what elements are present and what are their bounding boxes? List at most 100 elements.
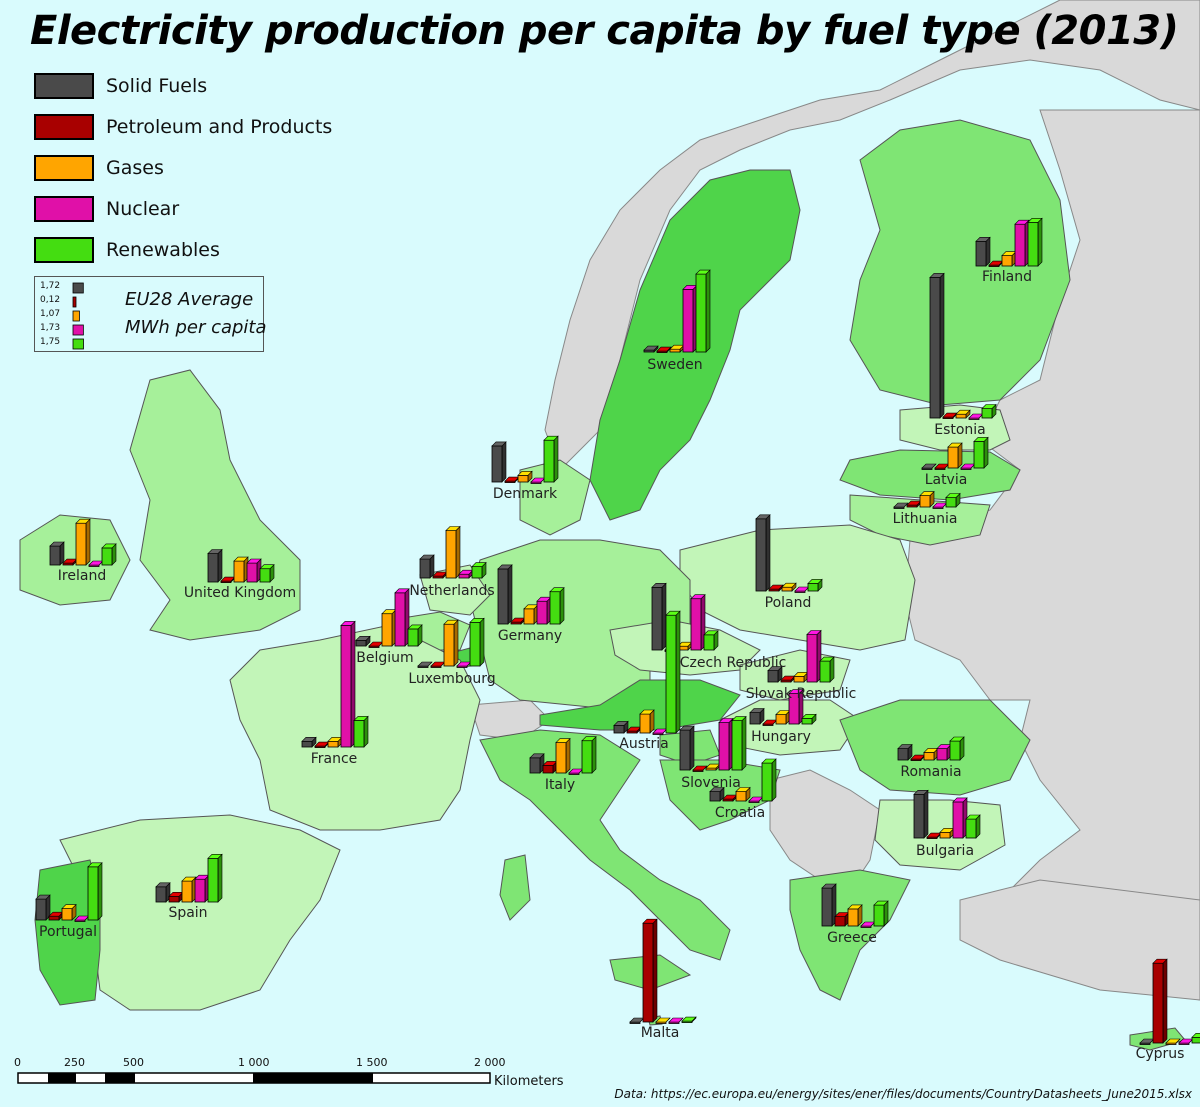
bar-belgium-renewables: [407, 624, 423, 647]
bar-sweden-renewables: [695, 269, 711, 353]
bar-chart-romania: [897, 736, 965, 761]
country-label-slovak-republic: Slovak Republic: [746, 686, 857, 702]
bar-chart-slovenia: [679, 715, 747, 772]
country-label-denmark: Denmark: [493, 486, 558, 502]
sardinia-shape: [499, 854, 531, 921]
bar-ireland-renewables: [101, 543, 117, 566]
bar-slovenia-renewables: [731, 715, 747, 771]
legend-label: Nuclear: [106, 198, 180, 220]
bar-finland-gases: [1001, 250, 1017, 267]
avg-value-solid: 1,72: [40, 281, 61, 291]
bar-chart-hungary: [749, 688, 817, 726]
bar-cyprus-renewables: [1191, 1033, 1200, 1044]
bar-greece-solid-fuels: [821, 883, 837, 927]
bar-belgium-solid-fuels: [355, 635, 371, 647]
legend-swatch: [34, 114, 94, 140]
bar-italy-gases: [555, 737, 571, 774]
data-source: Data: https://ec.europa.eu/energy/sites/…: [614, 1087, 1192, 1101]
bar-sweden-nuclear: [682, 284, 698, 353]
country-bar-charts: [35, 217, 1200, 1045]
bar-netherlands-gases: [445, 525, 461, 579]
bar-chart-estonia: [929, 272, 997, 420]
legend-swatch: [34, 237, 94, 263]
bar-poland-petroleum: [768, 584, 784, 592]
avg-bar-renewables: [72, 338, 84, 350]
avg-value-nuclear: 1,73: [40, 323, 61, 333]
bar-chart-luxembourg: [417, 617, 485, 668]
bar-spain-solid-fuels: [155, 882, 171, 903]
bar-latvia-gases: [947, 442, 963, 469]
bar-spain-renewables: [207, 853, 223, 903]
bar-france-solid-fuels: [301, 736, 317, 748]
bar-bulgaria-nuclear: [952, 797, 968, 839]
bar-slovak-republic-solid-fuels: [767, 665, 783, 683]
legend-label: Petroleum and Products: [106, 116, 333, 138]
bar-slovenia-petroleum: [692, 765, 708, 772]
avg-value-petroleum: 0,12: [40, 295, 61, 305]
bar-greece-gases: [847, 904, 863, 927]
bar-germany-nuclear: [536, 596, 552, 625]
bar-chart-lithuania: [893, 490, 961, 509]
bar-austria-solid-fuels: [613, 720, 629, 734]
country-label-united-kingdom: United Kingdom: [184, 585, 296, 601]
country-label-greece: Greece: [827, 930, 877, 946]
bar-netherlands-solid-fuels: [419, 554, 435, 579]
bar-slovak-republic-nuclear: [806, 629, 822, 683]
bar-chart-italy: [529, 735, 597, 775]
country-label-estonia: Estonia: [934, 422, 986, 438]
bar-czech-republic-renewables: [703, 630, 719, 651]
bar-poland-gases: [781, 582, 797, 592]
bar-lithuania-nuclear: [932, 502, 948, 509]
country-label-romania: Romania: [900, 764, 961, 780]
eu-average-box: 1,72 0,12 1,07 1,73 1,75 EU28 Average MW…: [34, 276, 267, 352]
country-label-sweden: Sweden: [647, 357, 702, 373]
country-label-lithuania: Lithuania: [893, 511, 958, 527]
country-label-hungary: Hungary: [751, 729, 811, 745]
country-label-ireland: Ireland: [58, 568, 106, 584]
country-label-spain: Spain: [168, 905, 207, 921]
legend-label: Solid Fuels: [106, 75, 208, 97]
bar-chart-ireland: [49, 518, 117, 567]
bar-chart-denmark: [491, 435, 559, 484]
bar-chart-belgium: [355, 588, 423, 648]
page-title: Electricity production per capita by fue…: [30, 8, 1179, 54]
country-label-luxembourg: Luxembourg: [408, 671, 495, 687]
turkey-landmass: [959, 879, 1200, 1001]
country-label-belgium: Belgium: [356, 650, 413, 666]
bar-austria-renewables: [665, 610, 681, 734]
country-label-latvia: Latvia: [925, 472, 968, 488]
bar-chart-slovak-republic: [767, 629, 835, 683]
bar-germany-solid-fuels: [497, 564, 513, 625]
bar-united-kingdom-nuclear: [246, 558, 262, 583]
country-label-slovenia: Slovenia: [681, 775, 741, 791]
bar-chart-sweden: [643, 269, 711, 353]
bar-estonia-nuclear: [968, 413, 984, 420]
bar-germany-gases: [523, 604, 539, 625]
bar-estonia-solid-fuels: [929, 272, 945, 419]
legend-item-petroleum: Petroleum and Products: [34, 111, 332, 143]
bar-luxembourg-solid-fuels: [417, 661, 433, 668]
bar-malta-gases: [655, 1017, 671, 1024]
bar-ireland-nuclear: [88, 560, 104, 567]
bar-greece-petroleum: [834, 911, 850, 927]
legend-item-solid-fuels: Solid Fuels: [34, 70, 207, 102]
country-labels: Finland Sweden Estonia Latvia Lithuania Denma…: [39, 269, 1184, 1062]
legend-label: Renewables: [106, 239, 220, 261]
bar-malta-nuclear: [668, 1017, 684, 1024]
austria-shape: [539, 679, 741, 731]
bar-chart-finland: [975, 217, 1043, 267]
avg-value-renewables: 1,75: [40, 337, 61, 347]
bar-romania-gases: [923, 747, 939, 761]
bar-lithuania-renewables: [945, 492, 961, 508]
bar-romania-solid-fuels: [897, 743, 913, 761]
scale-tick-2000: 2 000: [474, 1056, 506, 1069]
bar-bulgaria-renewables: [965, 814, 981, 839]
bar-netherlands-renewables: [471, 561, 487, 579]
legend-swatch: [34, 155, 94, 181]
bar-estonia-gases: [955, 409, 971, 419]
bar-latvia-petroleum: [934, 463, 950, 470]
country-label-italy: Italy: [545, 777, 575, 793]
bar-chart-croatia: [709, 758, 777, 803]
avg-value-gases: 1,07: [40, 309, 61, 319]
